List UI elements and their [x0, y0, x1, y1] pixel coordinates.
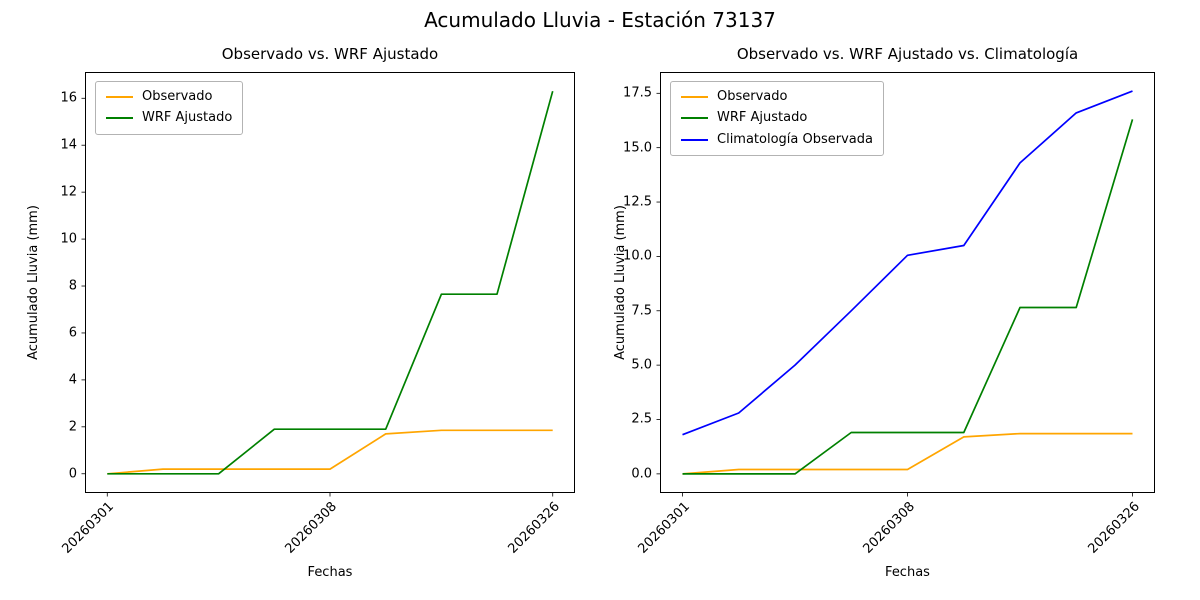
series-line-climatolog-a-observada: [682, 90, 1133, 436]
legend: Observado WRF Ajustado: [95, 81, 244, 135]
legend-label: WRF Ajustado: [717, 110, 808, 126]
legend-label: Observado: [142, 89, 213, 104]
y-tick-label: 16: [60, 90, 77, 106]
y-tick-label: 12: [60, 184, 77, 200]
y-tick-label: 15.0: [623, 140, 652, 156]
legend-entry: WRF Ajustado: [106, 110, 233, 126]
y-axis-label: Acumulado Lluvia (mm): [613, 205, 628, 360]
series-line-observado: [682, 432, 1133, 475]
y-tick-label: 8: [68, 278, 77, 294]
legend-line-swatch: [106, 117, 133, 120]
y-tick-label: 17.5: [623, 85, 652, 101]
legend-entry: Observado: [106, 89, 232, 104]
plot-area: [81, 72, 575, 497]
y-tick-label: 5.0: [631, 357, 652, 373]
line-chart-svg: [656, 72, 1155, 497]
series-line-wrf-ajustado: [682, 119, 1134, 475]
legend-entry: Observado: [681, 89, 873, 104]
y-tick-label: 14: [60, 137, 77, 153]
y-tick-label: 10: [60, 231, 77, 247]
y-tick-label: 2.5: [631, 411, 652, 427]
legend-line-swatch: [681, 117, 708, 120]
subplot-title: Observado vs. WRF Ajustado: [221, 45, 439, 63]
plot-area: [656, 72, 1155, 497]
y-tick-label: 7.5: [631, 303, 652, 319]
legend-line-swatch: [681, 96, 708, 99]
subplot-title: Observado vs. WRF Ajustado vs. Climatolo…: [736, 45, 1079, 63]
series-line-wrf-ajustado: [107, 90, 554, 475]
legend-line-swatch: [681, 138, 708, 141]
subplot-observado-vs-wrf: Observado vs. WRF Ajustado Acumulado Llu…: [26, 45, 575, 580]
legend: Observado WRF Ajustado Climatología Observ…: [670, 81, 884, 156]
y-tick-label: 6: [68, 325, 77, 341]
y-tick-label: 10.0: [623, 248, 652, 264]
y-tick-label: 2: [68, 419, 77, 435]
y-tick-label: 12.5: [623, 194, 652, 210]
line-chart-svg: [81, 72, 575, 497]
legend-label: Observado: [717, 89, 788, 104]
legend-entry: WRF Ajustado: [681, 110, 873, 126]
y-tick-label: 0: [68, 466, 77, 482]
y-tick-label: 0.0: [631, 466, 652, 482]
series-line-observado: [107, 429, 553, 475]
x-axis-label: Fechas: [885, 565, 930, 580]
y-tick-label: 4: [68, 372, 77, 388]
legend-entry: Climatología Observada: [681, 131, 873, 147]
figure-title: Acumulado Lluvia - Estación 73137: [424, 8, 776, 32]
legend-line-swatch: [106, 96, 133, 99]
x-axis-label: Fechas: [307, 565, 353, 580]
legend-label: WRF Ajustado: [142, 110, 233, 126]
legend-label: Climatología Observada: [717, 131, 873, 147]
subplot-observado-wrf-climatologia: Observado vs. WRF Ajustado vs. Climatolo…: [613, 45, 1155, 580]
